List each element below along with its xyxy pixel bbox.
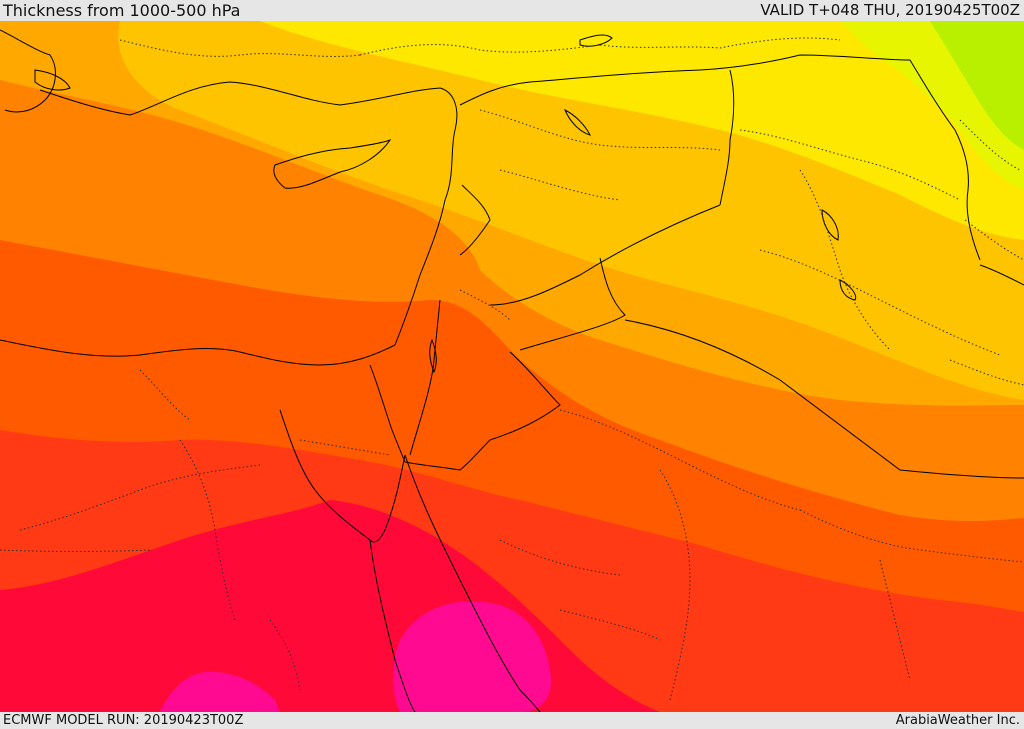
coast-aegean (0, 29, 56, 113)
prov-saudi-3 (799, 509, 1024, 563)
band-yellow (260, 21, 1024, 240)
map-title: Thickness from 1000-500 hPa (3, 1, 241, 20)
border-lebanon (459, 184, 491, 256)
prov-kuwait (949, 359, 1024, 386)
border-egypt-israel (369, 364, 406, 463)
border-jordan-saudi-2 (404, 351, 561, 471)
coast-lake-ne (579, 34, 613, 47)
prov-jordan (459, 289, 511, 321)
header-bar: Thickness from 1000-500 hPa VALID T+048 … (0, 0, 1024, 21)
border-iraq-saudi (624, 319, 1024, 479)
credit-label: ArabiaWeather Inc. (895, 713, 1020, 728)
map-canvas (0, 21, 1024, 712)
prov-saudi-4 (499, 539, 621, 576)
coast-gulf-aqaba (369, 454, 406, 543)
prov-turkey-3 (599, 37, 841, 49)
valid-time-label: VALID T+048 THU, 20190425T00Z (760, 1, 1020, 19)
prov-iran-1 (959, 119, 1021, 171)
border-syria-iraq (719, 69, 735, 206)
coast-persian-gulf (979, 264, 1024, 286)
coast-levant (394, 129, 456, 346)
coastlines (0, 29, 1024, 712)
prov-egypt-2 (179, 439, 236, 621)
prov-turkey-1 (119, 39, 361, 57)
prov-syria-1 (479, 109, 721, 151)
prov-saudi-6 (559, 609, 661, 641)
coast-lake-habbaniyah (839, 279, 857, 301)
prov-sinai (299, 439, 391, 456)
thickness-map[interactable] (0, 21, 1024, 712)
prov-egypt-1 (19, 464, 261, 531)
prov-egypt-3 (0, 549, 151, 552)
border-syria-jordan (489, 204, 721, 306)
footer-bar: ECMWF MODEL RUN: 20190423T00Z ArabiaWeat… (0, 712, 1024, 729)
coast-red-sea-west (369, 539, 416, 712)
border-jordan-saudi (519, 257, 626, 351)
coast-anatolia (39, 81, 458, 131)
prov-turkey-2 (359, 44, 601, 56)
coast-red-sea-east (404, 454, 541, 712)
band-magenta (393, 601, 551, 712)
coast-lake-tharthar (821, 209, 839, 241)
coast-island-1 (34, 69, 71, 91)
prov-iran-2 (964, 219, 1024, 261)
coast-egypt (0, 339, 396, 366)
coast-lake-assad (564, 108, 591, 136)
border-israel-jordan (409, 299, 441, 456)
thickness-bands (0, 21, 1024, 712)
model-run-label: ECMWF MODEL RUN: 20190423T00Z (3, 713, 244, 728)
coast-gulf-suez (279, 409, 371, 541)
band-magenta-west (160, 671, 280, 712)
country-borders (369, 54, 1024, 479)
band-lime (930, 21, 1024, 150)
province-borders (0, 37, 1024, 701)
border-turkey-syria-iraq (459, 54, 911, 106)
prov-egypt-4 (269, 619, 301, 691)
prov-iraq-2 (799, 169, 891, 351)
coast-cyprus (273, 138, 392, 189)
